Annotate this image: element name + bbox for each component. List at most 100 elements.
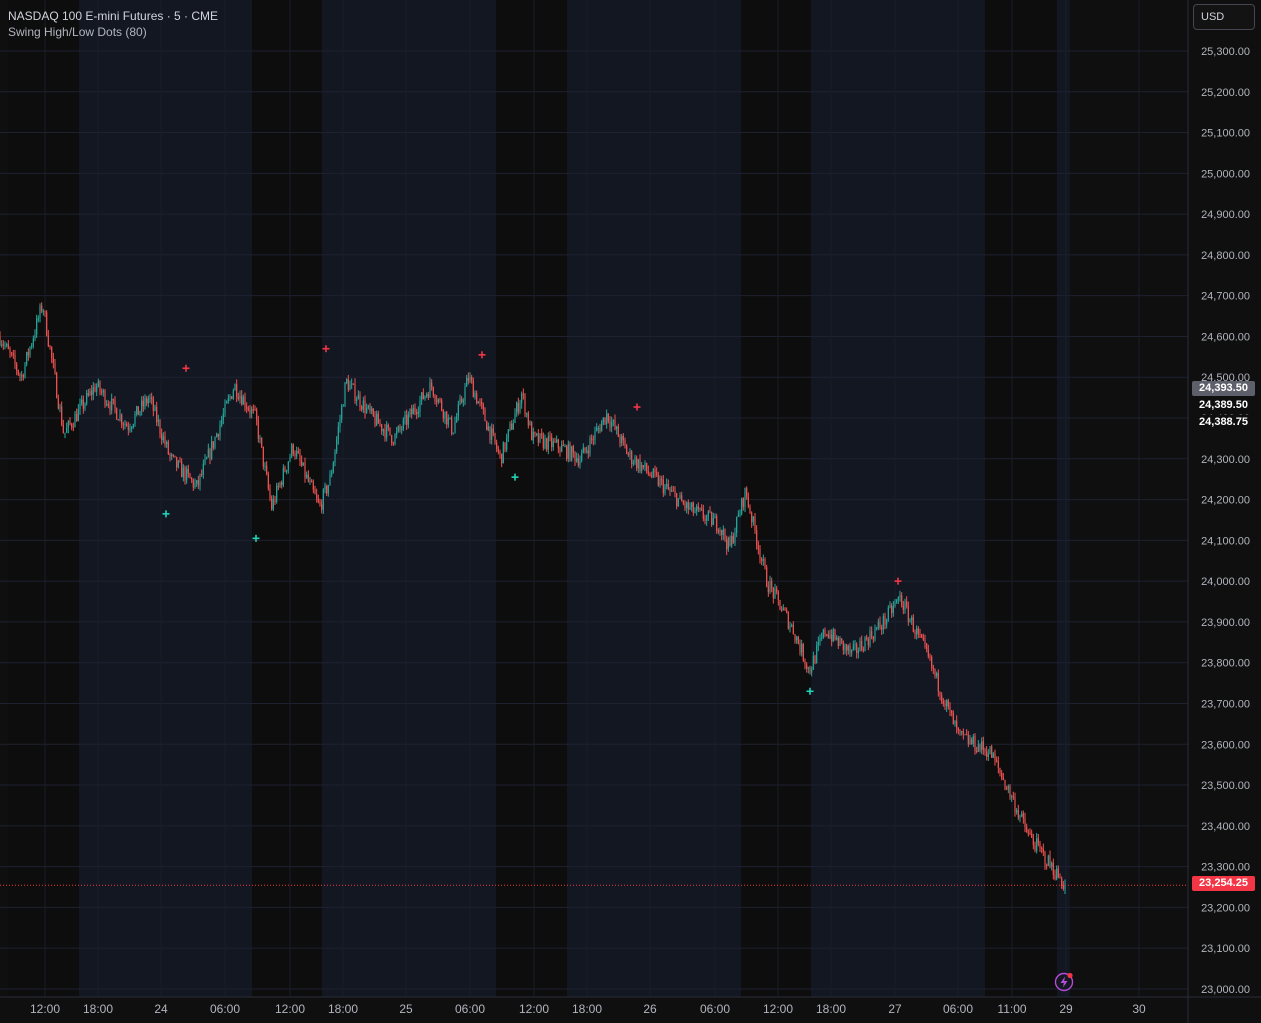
candle-body [431, 382, 433, 388]
candle-body [1007, 785, 1009, 789]
candle-body [1054, 874, 1056, 880]
candle-body [136, 406, 138, 415]
candle-body [637, 459, 639, 469]
candle-body [274, 499, 276, 502]
candle-body [399, 426, 401, 430]
price-tick-label: 23,200.00 [1201, 902, 1250, 914]
time-tick-label: 12:00 [763, 1002, 793, 1016]
candle-body [989, 746, 991, 754]
candle-body [34, 334, 36, 339]
candle-body [372, 408, 374, 416]
candle-body [149, 397, 151, 399]
candle-body [531, 422, 533, 441]
candle-body [782, 608, 784, 611]
candle-body [67, 421, 69, 428]
candle-body [144, 398, 146, 407]
candle-body [257, 420, 259, 439]
candle-body [174, 455, 176, 457]
candle-body [424, 395, 426, 399]
candle-body [794, 634, 796, 641]
candle-body [76, 413, 78, 422]
candle-body [342, 405, 344, 407]
candle-body [137, 406, 139, 416]
candle-body [214, 437, 216, 448]
candle-body [27, 352, 29, 356]
candle-body [626, 445, 628, 454]
candle-body [836, 637, 838, 640]
candle-body [837, 637, 839, 646]
candle-body [159, 420, 161, 434]
time-tick-label: 12:00 [519, 1002, 549, 1016]
candle-body [194, 483, 196, 488]
candle-body [639, 459, 641, 471]
candle-body [512, 423, 514, 430]
lightning-icon[interactable] [1054, 972, 1074, 992]
indicator-title[interactable]: Swing High/Low Dots (80) [8, 25, 147, 39]
time-axis[interactable]: 12:00 18:00 24 06:00 12:00 18:00 25 06:00 12:00 1… [0, 996, 1261, 1016]
candle-body [92, 387, 94, 395]
candle-body [496, 442, 498, 450]
candle-body [864, 637, 866, 652]
candle-body [231, 396, 233, 399]
candle-body [829, 634, 831, 638]
candle-body [102, 390, 104, 393]
candle-body [371, 408, 373, 412]
candle-body [81, 399, 83, 404]
candle-body [949, 706, 951, 711]
candle-body [297, 451, 299, 454]
candle-body [344, 382, 346, 406]
candle-body [122, 424, 124, 426]
candle-body [72, 426, 74, 428]
candle-body [379, 423, 381, 425]
candle-body [242, 396, 244, 405]
candle-body [727, 537, 729, 550]
candle-body [244, 396, 246, 408]
candle-body [824, 629, 826, 635]
candle-body [302, 462, 304, 466]
candle-body [272, 499, 274, 510]
candle-body [2, 344, 4, 346]
candle-body [411, 409, 413, 415]
candle-body [809, 667, 811, 673]
candle-body [952, 712, 954, 725]
candle-body [797, 636, 799, 644]
candle-body [1046, 864, 1048, 866]
candle-body [1032, 837, 1034, 845]
candle-body [932, 667, 934, 669]
candle-body [787, 612, 789, 629]
time-tick-label: 18:00 [83, 1002, 113, 1016]
candle-body [767, 586, 769, 592]
candle-body [734, 532, 736, 543]
candle-body [974, 736, 976, 752]
candle-body [456, 416, 458, 423]
candle-body [511, 423, 513, 430]
candle-body [791, 624, 793, 626]
candle-body [69, 421, 71, 424]
time-tick-label: 26 [643, 1002, 657, 1016]
candle-body [472, 380, 474, 398]
candle-body [502, 442, 504, 464]
candle-body [1012, 796, 1014, 798]
candle-body [561, 444, 563, 452]
candle-body [1039, 843, 1041, 848]
candle-body [871, 631, 873, 638]
candle-body [536, 433, 538, 435]
candle-body [462, 400, 464, 403]
price-axis[interactable]: 25,300.00 25,200.00 25,100.00 25,000.00 24,9… [1187, 0, 1250, 1023]
time-tick-label: 06:00 [700, 1002, 730, 1016]
candle-body [931, 656, 933, 668]
candle-body [164, 436, 166, 445]
candle-body [177, 460, 179, 468]
candle-body [631, 451, 633, 464]
candle-body [699, 508, 701, 510]
candle-body [162, 436, 164, 441]
symbol-title[interactable]: NASDAQ 100 E-mini Futures · 5 · CME [8, 9, 219, 23]
candle-body [1052, 862, 1054, 875]
candle-body [329, 475, 331, 486]
candle-body [191, 478, 193, 480]
candle-body [884, 616, 886, 625]
candle-body [339, 419, 341, 428]
candle-body [621, 435, 623, 444]
currency-button[interactable]: USD [1193, 4, 1255, 30]
